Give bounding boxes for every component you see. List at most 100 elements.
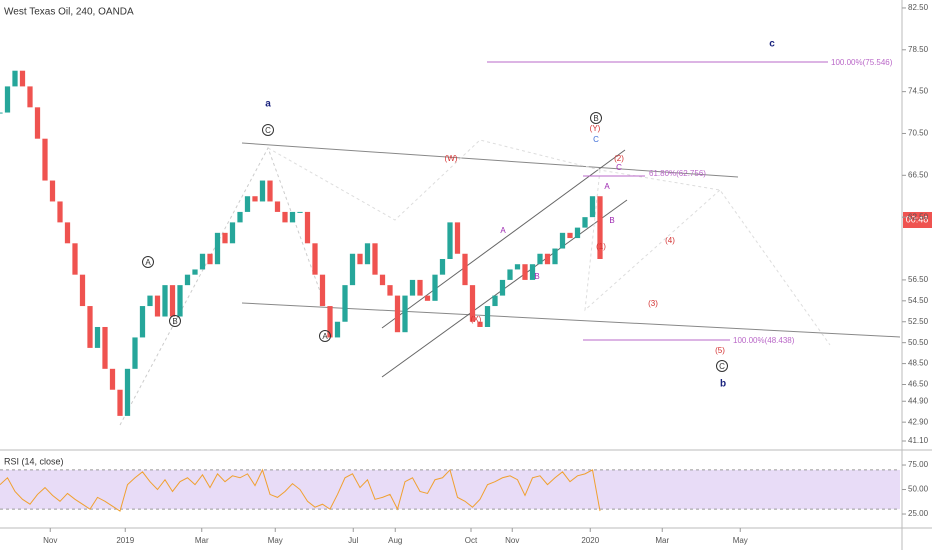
candle — [417, 279, 423, 296]
candle — [237, 211, 243, 223]
fib-label: 61.80%(62.756) — [649, 169, 706, 178]
candle — [312, 243, 318, 275]
wave-label: B — [172, 317, 177, 326]
candle — [79, 274, 86, 307]
y-tick-label: 82.50 — [908, 3, 929, 12]
wave-label: (2) — [614, 154, 624, 163]
y-tick-label: 75.00 — [908, 460, 929, 469]
candle — [12, 70, 18, 87]
candle — [327, 306, 333, 338]
candle — [289, 211, 296, 223]
circle — [262, 124, 274, 136]
circle — [590, 112, 602, 124]
candle — [492, 295, 498, 307]
candle — [514, 264, 521, 270]
candle — [207, 253, 213, 265]
candle — [252, 196, 258, 202]
y-tick-label: 66.50 — [908, 170, 929, 179]
wave-label: (4) — [665, 236, 675, 245]
candle — [0, 112, 3, 114]
rsi-title: RSI (14, close) — [4, 456, 64, 466]
y-tick-label: 25.00 — [908, 509, 929, 518]
candle — [297, 211, 303, 213]
candle — [529, 264, 536, 280]
y-tick-label: 50.50 — [908, 338, 929, 347]
circle — [319, 330, 331, 342]
wave-label: (5) — [715, 346, 725, 355]
candle — [544, 253, 551, 265]
x-tick-label: 2019 — [116, 536, 134, 545]
x-tick-label: Mar — [655, 536, 669, 545]
candle — [499, 279, 506, 296]
wave-path — [584, 169, 721, 312]
x-tick-label: Nov — [505, 536, 519, 545]
wave-label: C — [265, 126, 271, 135]
candle — [109, 368, 116, 390]
candle — [184, 274, 191, 286]
candle — [387, 285, 393, 296]
x-tick-label: 2020 — [581, 536, 599, 545]
candle — [484, 306, 491, 327]
candle — [19, 70, 26, 87]
candle — [222, 232, 228, 244]
y-tick-label: 52.50 — [908, 317, 929, 326]
fib-label: 100.00%(48.438) — [733, 336, 795, 345]
candle — [409, 279, 416, 296]
rsi-band-group — [0, 469, 900, 510]
fib-label: 100.00%(75.546) — [831, 58, 893, 67]
x-tick-label: Oct — [465, 536, 478, 545]
wave-label: C — [593, 135, 599, 144]
y-tick-label: 78.50 — [908, 45, 929, 54]
candle — [49, 180, 56, 202]
candle — [582, 217, 588, 228]
wave-label: A — [604, 182, 610, 191]
candle — [267, 180, 273, 202]
rsi-band — [0, 469, 900, 510]
y-tick-label: 70.50 — [908, 129, 929, 138]
chart-title: West Texas Oil, 240, OANDA — [4, 7, 134, 18]
candle — [154, 295, 161, 317]
candle — [27, 86, 33, 108]
candle — [42, 138, 48, 181]
wave-label: A — [322, 332, 328, 341]
circle — [142, 256, 154, 268]
wave-path — [267, 139, 831, 346]
candle — [342, 285, 348, 322]
candle — [102, 326, 108, 369]
wave-label: b — [720, 379, 726, 390]
x-tick-label: Aug — [388, 536, 402, 545]
y-tick-label: 46.50 — [908, 380, 929, 389]
candle — [147, 295, 153, 307]
candle — [469, 285, 476, 322]
y-tick-label: 41.10 — [908, 436, 929, 445]
wave-label: C — [616, 163, 622, 172]
wave-label: (W) — [445, 154, 458, 163]
y-tick-label: 50.00 — [908, 485, 929, 494]
candle — [282, 211, 288, 223]
candle — [589, 196, 596, 218]
x-tick-label: Mar — [195, 536, 209, 545]
trendline — [241, 302, 901, 338]
candle — [402, 295, 408, 333]
y-tick-label: 48.50 — [908, 359, 929, 368]
candle — [454, 222, 461, 254]
candle — [372, 243, 378, 275]
candle — [274, 201, 281, 212]
candle — [559, 232, 566, 249]
candle — [94, 326, 101, 348]
candle — [162, 285, 168, 317]
wave-label: a — [265, 99, 271, 110]
wave-label: c — [769, 39, 775, 50]
candle — [169, 285, 176, 317]
candle — [462, 253, 468, 286]
candle — [72, 243, 78, 275]
wave-label: B — [534, 272, 539, 281]
candle — [304, 211, 311, 244]
candle — [57, 201, 63, 223]
candle — [259, 180, 266, 202]
wave-label: A — [145, 258, 151, 267]
candle — [229, 222, 236, 244]
candle — [117, 389, 123, 416]
candle — [177, 285, 183, 317]
candle — [349, 253, 356, 286]
